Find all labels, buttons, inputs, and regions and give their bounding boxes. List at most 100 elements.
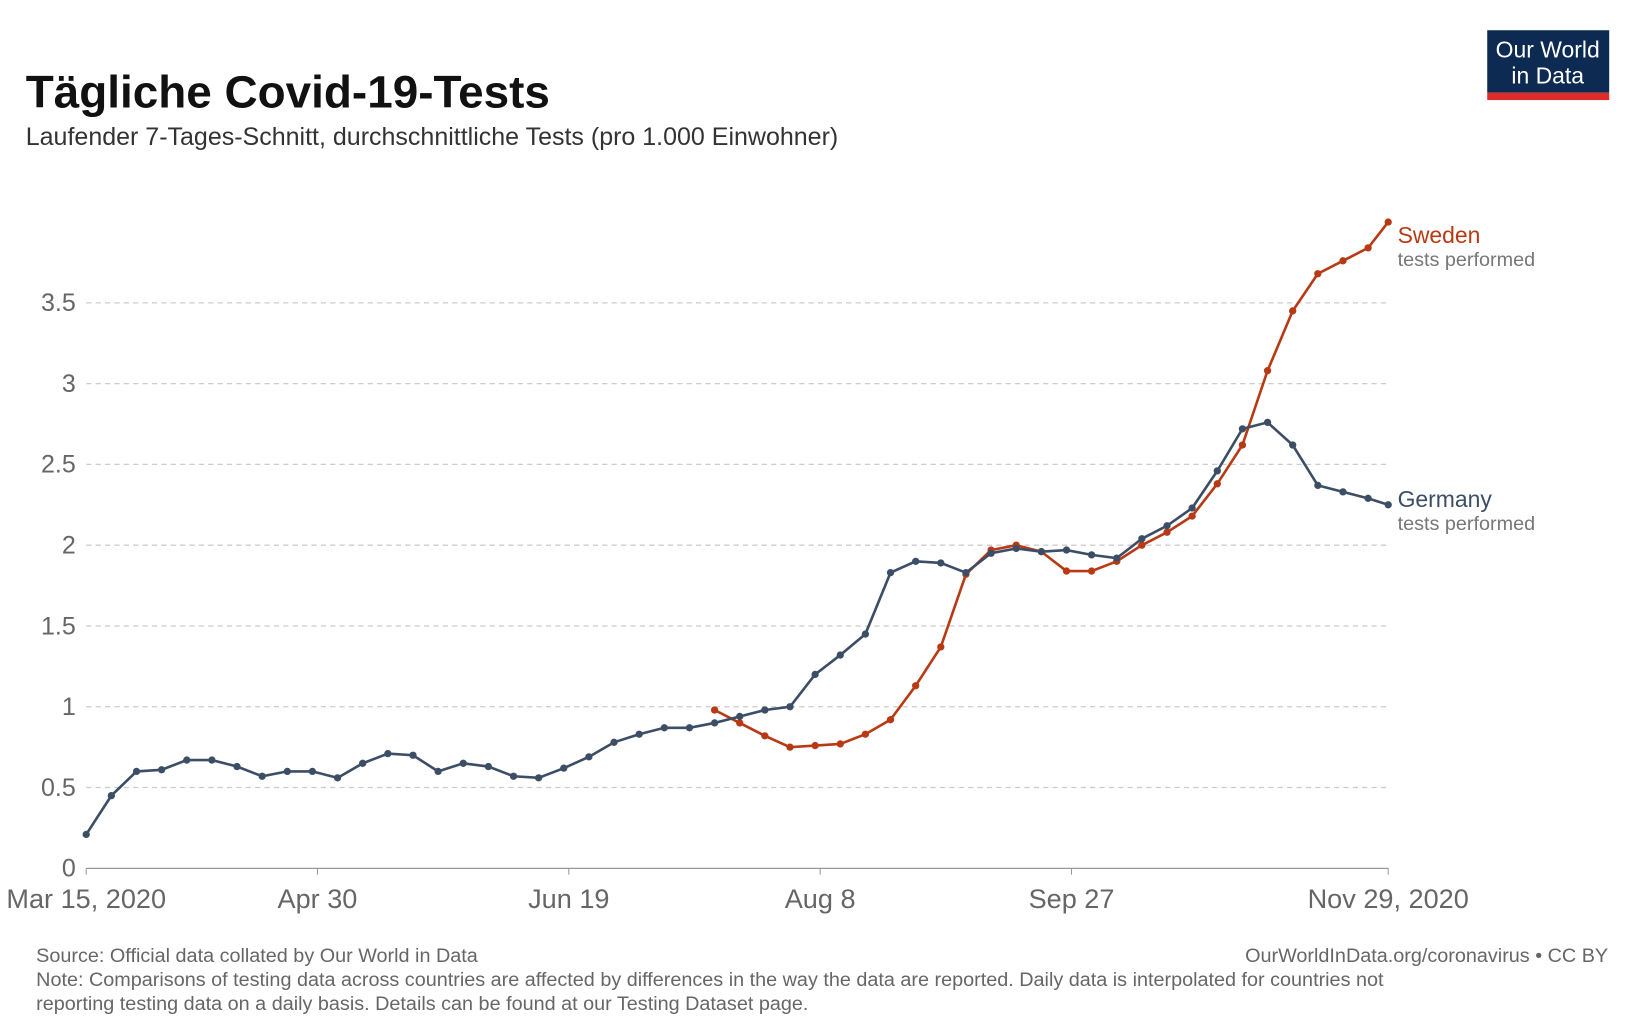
data-point <box>1037 548 1045 556</box>
data-point <box>786 703 794 711</box>
data-point <box>912 682 920 690</box>
data-point <box>585 753 593 761</box>
logo-text: Our World <box>1496 36 1600 62</box>
source: Source: Official data collated by Our Wo… <box>36 945 479 967</box>
data-point <box>886 716 895 724</box>
x-tick-label: Aug 8 <box>785 883 856 914</box>
data-point <box>283 767 291 776</box>
chart-title: Tägliche Covid-19-Tests <box>26 65 550 117</box>
data-point <box>82 830 90 839</box>
data-point <box>560 764 568 772</box>
data-point <box>308 767 317 776</box>
data-point <box>1012 544 1020 553</box>
data-point <box>761 706 769 714</box>
data-point <box>107 791 116 800</box>
data-point <box>1188 504 1196 512</box>
data-point <box>1213 467 1221 475</box>
data-point <box>459 759 467 767</box>
data-point <box>1113 554 1121 562</box>
data-point <box>736 712 744 721</box>
data-point <box>811 670 819 679</box>
data-point <box>736 719 744 727</box>
data-point <box>912 557 920 565</box>
data-point <box>1062 546 1071 554</box>
data-point <box>1163 522 1171 530</box>
data-point <box>710 706 719 714</box>
data-point <box>1364 244 1372 252</box>
data-point <box>359 759 367 767</box>
data-point <box>1138 535 1146 543</box>
y-tick-label: 1 <box>62 693 76 721</box>
data-point <box>1339 488 1347 496</box>
data-point <box>1263 367 1272 375</box>
data-point <box>132 767 141 776</box>
data-point <box>886 569 895 577</box>
data-point <box>1364 494 1372 502</box>
data-point <box>409 751 417 759</box>
data-point <box>434 767 442 776</box>
data-point <box>1263 418 1272 427</box>
note: Note: Comparisons of testing data across… <box>36 969 1384 991</box>
data-point <box>1289 441 1297 449</box>
logo: Our World in Data <box>1487 30 1610 101</box>
data-point <box>610 738 618 746</box>
data-point <box>786 743 794 751</box>
x-tick-label: Mar 15, 2020 <box>6 883 166 914</box>
background <box>4 0 1632 1032</box>
data-point <box>761 732 769 740</box>
data-point <box>157 766 166 774</box>
data-point <box>861 730 870 738</box>
data-point <box>509 772 518 780</box>
data-point <box>635 730 643 738</box>
y-tick-label: 0 <box>62 855 76 883</box>
data-point <box>1314 270 1322 278</box>
note: reporting testing data on a daily basis.… <box>36 993 808 1015</box>
data-point <box>710 719 719 727</box>
y-tick-label: 1.5 <box>41 612 76 640</box>
data-point <box>1213 480 1221 488</box>
data-point <box>811 741 819 750</box>
legend-sublabel: tests performed <box>1398 249 1536 271</box>
data-point <box>1314 481 1322 490</box>
data-point <box>233 762 241 771</box>
data-point <box>987 549 995 557</box>
data-point <box>962 569 970 577</box>
data-point <box>1384 218 1392 226</box>
data-point <box>534 774 543 782</box>
data-point <box>333 774 342 782</box>
data-point <box>183 756 191 764</box>
data-point <box>1087 567 1096 575</box>
license: OurWorldInData.org/coronavirus • CC BY <box>1245 945 1608 967</box>
data-point <box>1384 501 1392 509</box>
x-tick-label: Apr 30 <box>278 883 358 914</box>
data-point <box>1138 541 1146 549</box>
logo-stripe <box>1487 92 1610 101</box>
data-point <box>1238 425 1247 433</box>
data-point <box>861 630 870 638</box>
data-point <box>1339 257 1347 265</box>
data-point <box>937 643 945 651</box>
data-point <box>1087 551 1096 559</box>
legend-label: Sweden <box>1398 222 1481 248</box>
data-point <box>937 559 945 567</box>
data-point <box>384 749 392 758</box>
data-point <box>484 762 493 771</box>
y-tick-label: 0.5 <box>41 774 76 802</box>
data-point <box>1289 307 1297 315</box>
x-tick-label: Sep 27 <box>1029 883 1115 914</box>
data-point <box>1062 567 1071 575</box>
series-line <box>713 221 1390 749</box>
x-tick-label: Nov 29, 2020 <box>1308 883 1469 914</box>
data-point <box>1163 528 1171 536</box>
y-tick-label: 2.5 <box>41 451 76 479</box>
x-tick-label: Jun 19 <box>528 883 609 914</box>
data-point <box>660 724 668 732</box>
y-tick-label: 3 <box>62 370 76 398</box>
chart-subtitle: Laufender 7-Tages-Schnitt, durchschnittl… <box>26 123 839 151</box>
legend-sublabel: tests performed <box>1398 513 1536 535</box>
data-point <box>208 756 216 764</box>
y-tick-label: 3.5 <box>41 289 76 317</box>
y-tick-label: 2 <box>62 532 76 560</box>
data-point <box>836 651 844 659</box>
